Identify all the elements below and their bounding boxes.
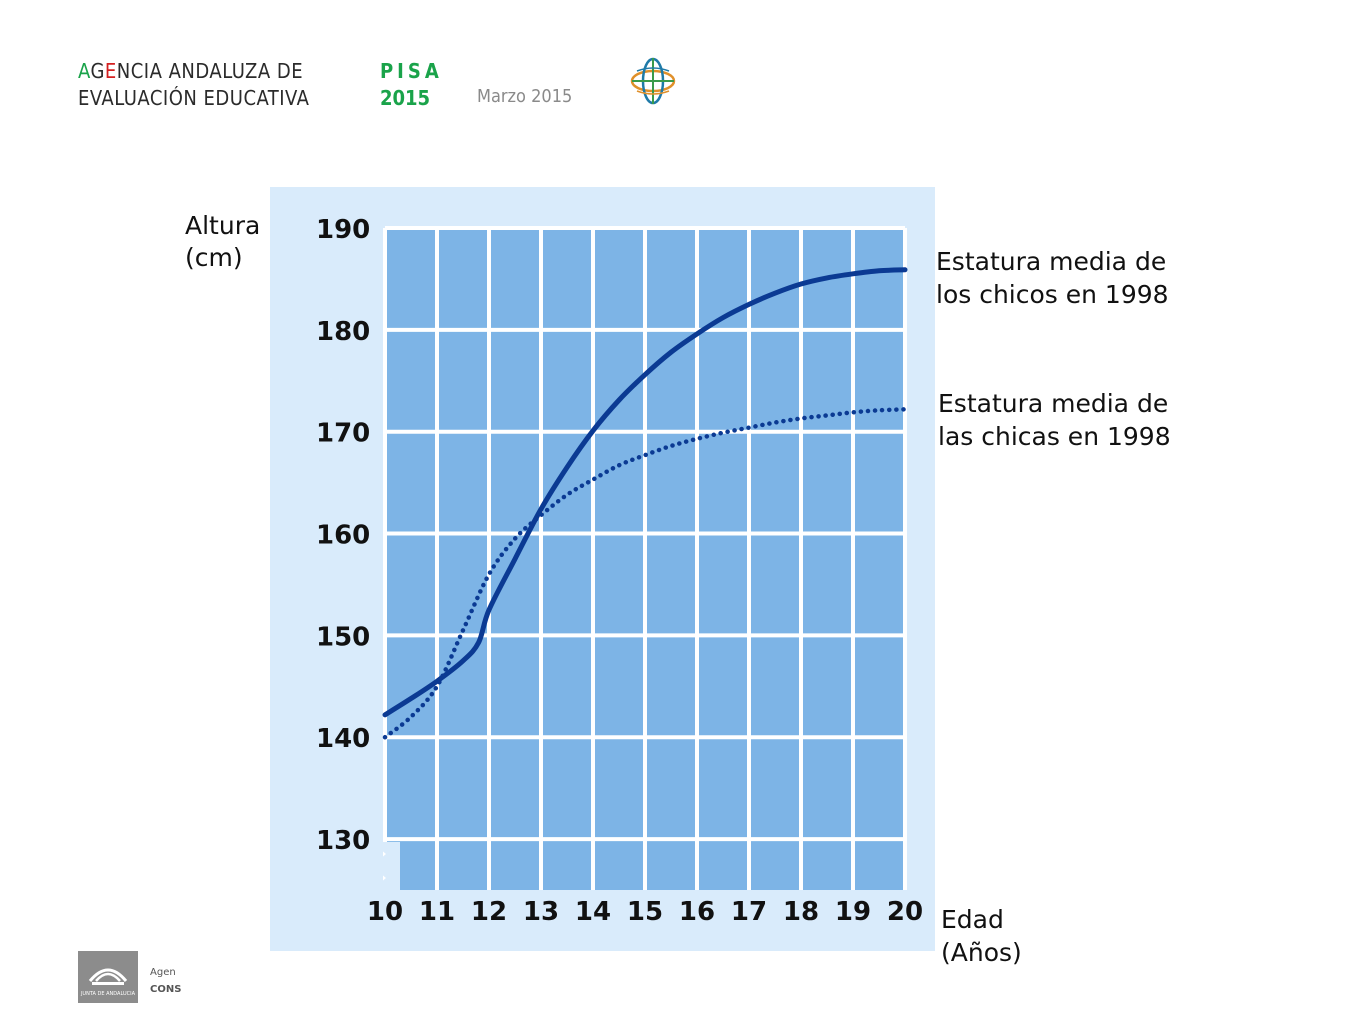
pisa-year: 2015 — [380, 86, 431, 110]
footer-line-2: CONS — [150, 984, 182, 995]
junta-logo: JUNTA DE ANDALUCIA — [78, 951, 138, 1003]
y-axis-label-line1: Altura — [185, 211, 260, 240]
date-label: Marzo 2015 — [477, 86, 573, 107]
x-tick-label: 13 — [523, 897, 559, 927]
x-tick-label: 16 — [679, 897, 715, 927]
series-line-boys — [382, 267, 908, 718]
legend-girls-line2: las chicas en 1998 — [938, 422, 1171, 451]
agency-line-1: AGENCIA ANDALUZA DE — [78, 59, 304, 83]
x-tick-label: 19 — [835, 897, 871, 927]
agency-name: AGENCIA ANDALUZA DE EVALUACIÓN EDUCATIVA — [78, 58, 309, 112]
x-axis-label-line1: Edad — [941, 905, 1004, 934]
legend-boys-line2: los chicos en 1998 — [936, 280, 1169, 309]
y-tick-label: 150 — [316, 622, 370, 652]
grid-lines — [383, 226, 907, 890]
footer-line-1: Agen — [150, 967, 176, 978]
x-tick-label: 17 — [731, 897, 767, 927]
y-tick-label: 140 — [316, 724, 370, 754]
x-tick-label: 12 — [471, 897, 507, 927]
y-tick-label: 180 — [316, 317, 370, 347]
x-tick-label: 18 — [783, 897, 819, 927]
x-tick-labels: 10 11 12 13 14 15 16 17 18 19 20 — [367, 897, 923, 927]
y-tick-label: 170 — [316, 419, 370, 449]
globe-logo-icon — [630, 57, 676, 105]
series-line-girls — [382, 407, 908, 740]
y-axis-label-line2: (cm) — [185, 243, 243, 272]
x-tick-label: 10 — [367, 897, 403, 927]
y-tick-label: 160 — [316, 521, 370, 551]
x-tick-label: 14 — [575, 897, 611, 927]
x-tick-label: 20 — [887, 897, 923, 927]
legend-girls-line1: Estatura media de — [938, 389, 1168, 418]
x-tick-label: 11 — [419, 897, 455, 927]
agency-line-2: EVALUACIÓN EDUCATIVA — [78, 86, 310, 110]
y-tick-labels: 130 140 150 160 170 180 190 — [316, 215, 370, 856]
y-tick-label: 190 — [316, 215, 370, 245]
junta-logo-text: JUNTA DE ANDALUCIA — [80, 991, 136, 997]
junta-emblem-icon: JUNTA DE ANDALUCIA — [80, 968, 136, 997]
y-tick-label: 130 — [316, 826, 370, 856]
x-tick-label: 15 — [627, 897, 663, 927]
x-axis-label-line2: (Años) — [941, 938, 1022, 967]
pisa-title: PISA 2015 — [380, 58, 443, 112]
axis-break — [372, 842, 400, 890]
legend-boys-line1: Estatura media de — [936, 247, 1166, 276]
pisa-label: PISA — [380, 59, 443, 83]
